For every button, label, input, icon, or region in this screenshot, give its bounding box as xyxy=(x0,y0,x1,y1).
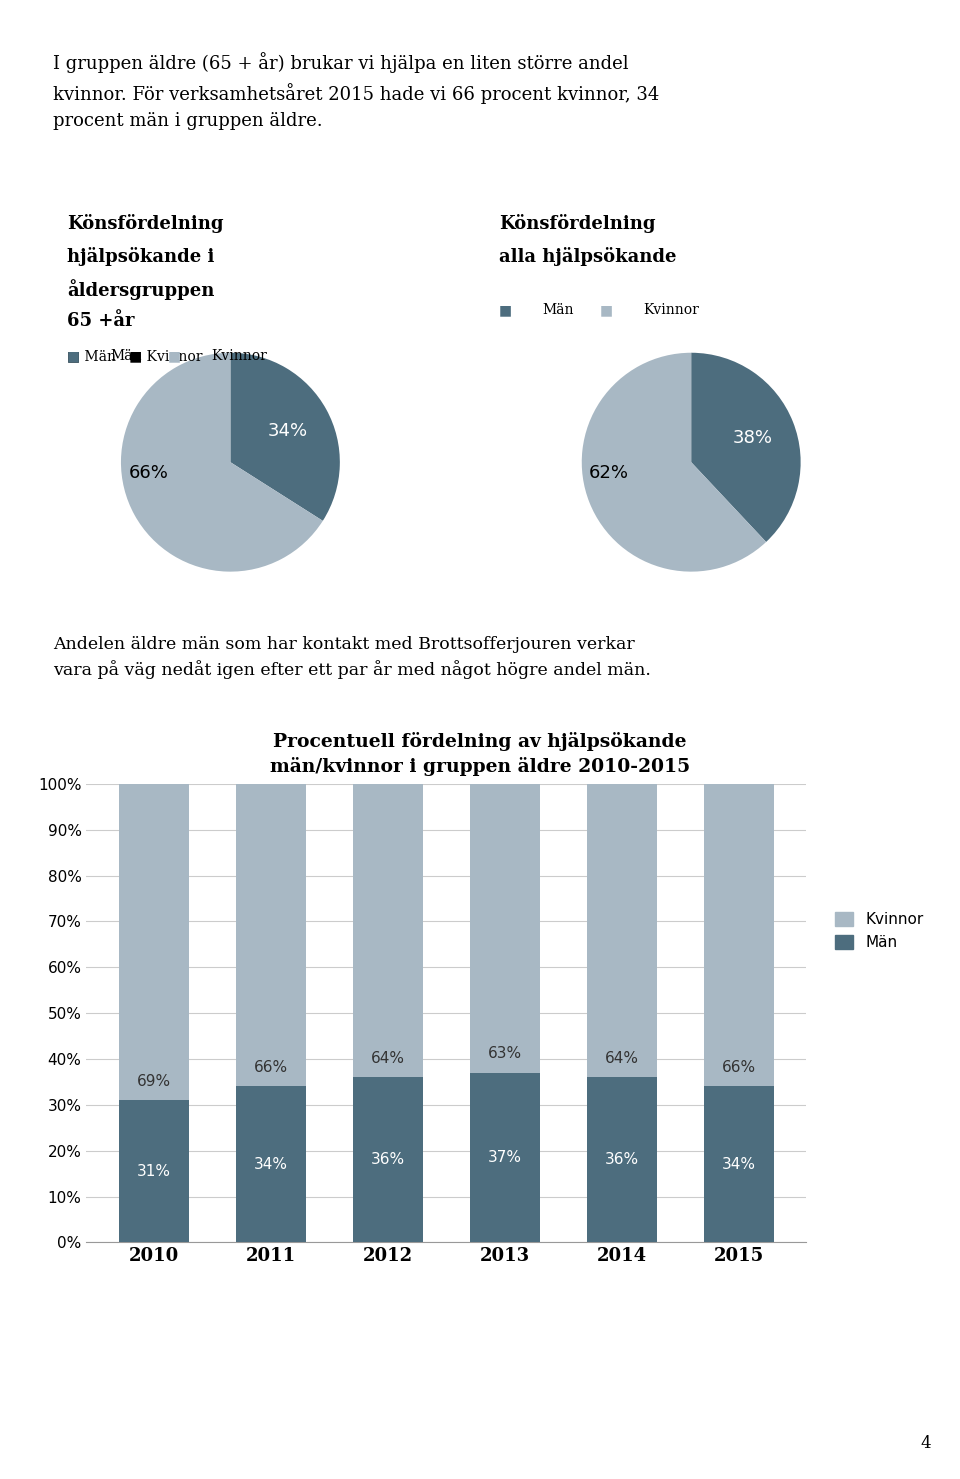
Text: 66%: 66% xyxy=(129,464,168,482)
Text: Män: Män xyxy=(542,303,574,317)
Text: ■: ■ xyxy=(67,349,81,362)
Text: I gruppen äldre (65 + år) brukar vi hjälpa en liten större andel
kvinnor. För ve: I gruppen äldre (65 + år) brukar vi hjäl… xyxy=(53,52,660,130)
Bar xyxy=(587,1077,657,1242)
Text: 38%: 38% xyxy=(732,429,772,447)
Wedge shape xyxy=(121,352,323,571)
Bar xyxy=(119,1100,189,1242)
Text: 34%: 34% xyxy=(268,422,308,439)
Bar xyxy=(353,1077,423,1242)
Bar xyxy=(119,784,189,1100)
Text: åldersgruppen: åldersgruppen xyxy=(67,280,215,300)
Text: hjälpsökande i: hjälpsökande i xyxy=(67,247,215,266)
Bar xyxy=(236,1087,306,1242)
Text: 63%: 63% xyxy=(488,1046,522,1062)
Text: 37%: 37% xyxy=(488,1151,522,1165)
Bar xyxy=(469,1072,540,1242)
Legend: Kvinnor, Män: Kvinnor, Män xyxy=(828,907,929,955)
Text: 66%: 66% xyxy=(722,1060,756,1075)
Text: 31%: 31% xyxy=(137,1164,171,1179)
Text: 62%: 62% xyxy=(589,464,629,482)
Text: 66%: 66% xyxy=(254,1060,288,1075)
Wedge shape xyxy=(230,352,340,521)
Text: 65 +år: 65 +år xyxy=(67,312,134,330)
Text: 69%: 69% xyxy=(137,1074,171,1089)
Text: 64%: 64% xyxy=(371,1052,405,1066)
Text: 4: 4 xyxy=(921,1436,931,1452)
Text: Kvinnor: Kvinnor xyxy=(211,349,267,362)
Bar xyxy=(587,784,657,1077)
Text: 64%: 64% xyxy=(605,1052,638,1066)
Text: Andelen äldre män som har kontakt med Brottsofferjouren verkar
vara på väg nedåt: Andelen äldre män som har kontakt med Br… xyxy=(53,636,651,679)
Bar xyxy=(236,784,306,1087)
Text: 34%: 34% xyxy=(254,1157,288,1171)
Text: ■ Män   ■ Kvinnor: ■ Män ■ Kvinnor xyxy=(67,349,203,362)
Text: ■: ■ xyxy=(168,349,181,362)
Text: Män: Män xyxy=(110,349,142,362)
Wedge shape xyxy=(691,352,801,541)
Bar xyxy=(704,784,774,1087)
Bar xyxy=(353,784,423,1077)
Text: Procentuell fördelning av hjälpsökande
män/kvinnor i gruppen äldre 2010-2015: Procentuell fördelning av hjälpsökande m… xyxy=(270,732,690,776)
Text: ■: ■ xyxy=(600,303,613,317)
Bar xyxy=(469,784,540,1072)
Text: alla hjälpsökande: alla hjälpsökande xyxy=(499,247,677,266)
Text: 36%: 36% xyxy=(371,1152,405,1167)
Text: Könsfördelning: Könsfördelning xyxy=(67,214,224,234)
Text: Kvinnor: Kvinnor xyxy=(643,303,699,317)
Text: Könsfördelning: Könsfördelning xyxy=(499,214,656,234)
Text: 36%: 36% xyxy=(605,1152,638,1167)
Text: ■: ■ xyxy=(499,303,513,317)
Bar xyxy=(704,1087,774,1242)
Wedge shape xyxy=(582,352,766,571)
Text: 34%: 34% xyxy=(722,1157,756,1171)
